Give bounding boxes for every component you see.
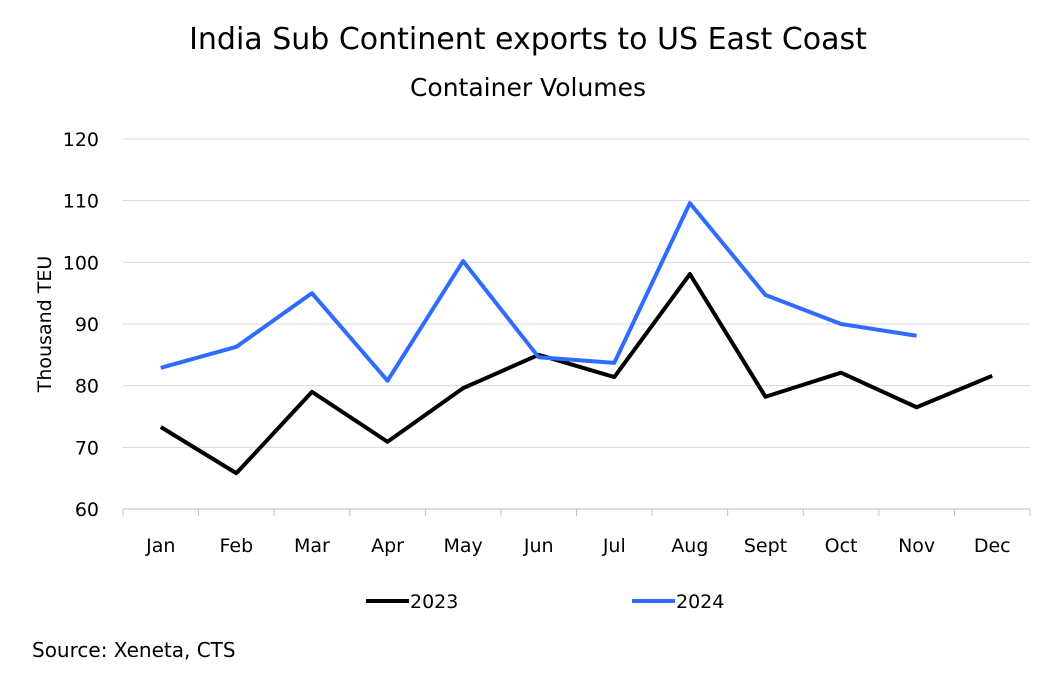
x-tick-label: Aug xyxy=(671,535,708,557)
legend-label-2024: 2024 xyxy=(676,591,724,613)
x-tick-label: May xyxy=(443,535,482,557)
x-tick-label: Sept xyxy=(744,535,787,557)
y-tick-label: 110 xyxy=(63,191,99,213)
x-tick-label: Feb xyxy=(220,535,254,557)
series-line-2023 xyxy=(159,272,993,476)
y-tick-label: 100 xyxy=(63,252,99,274)
x-tick-label: Dec xyxy=(974,535,1011,557)
x-tick-label: Mar xyxy=(294,535,330,557)
chart-subtitle: Container Volumes xyxy=(409,73,647,102)
source-note: Source: Xeneta, CTS xyxy=(32,638,236,662)
series-line-2024 xyxy=(160,201,917,383)
legend-label-2023: 2023 xyxy=(410,591,458,613)
y-axis-label: Thousand TEU xyxy=(34,256,56,394)
x-tick-label: Oct xyxy=(825,535,858,557)
y-tick-label: 60 xyxy=(75,499,99,521)
x-tick-label: Apr xyxy=(371,535,404,557)
y-tick-label: 70 xyxy=(75,437,99,459)
x-tick-label: Jun xyxy=(523,535,554,557)
y-tick-label: 120 xyxy=(63,129,99,151)
x-tick-label: Nov xyxy=(898,535,935,557)
y-tick-label: 80 xyxy=(75,376,99,398)
chart-title: India Sub Continent exports to US East C… xyxy=(189,22,867,57)
x-tick-label: Jul xyxy=(602,535,626,557)
x-tick-label: Jan xyxy=(145,535,175,557)
y-tick-label: 90 xyxy=(75,314,99,336)
